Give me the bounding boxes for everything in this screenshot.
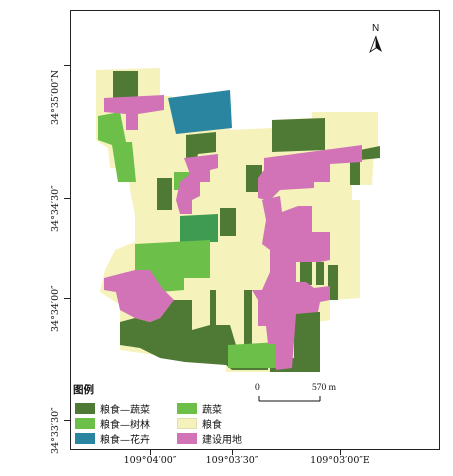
north-label: N bbox=[372, 23, 380, 34]
grain-vegetable-block bbox=[300, 262, 312, 285]
grain-vegetable-block bbox=[220, 208, 236, 236]
legend-swatch bbox=[75, 417, 95, 429]
grain-forest-block bbox=[180, 214, 218, 242]
grain-vegetable-block bbox=[328, 265, 338, 300]
construction-block bbox=[252, 196, 330, 370]
lat-tick bbox=[64, 65, 70, 66]
lat-tick bbox=[64, 420, 70, 421]
scale-bar-line bbox=[258, 396, 321, 402]
construction-block bbox=[176, 154, 218, 214]
lat-label: 34°34′00″ bbox=[50, 285, 61, 332]
scale-bar: 0 570 m bbox=[255, 383, 348, 409]
legend-label: 粮食—树林 bbox=[100, 419, 150, 431]
legend-swatch bbox=[177, 417, 197, 429]
legend-title: 图例 bbox=[73, 384, 94, 396]
grain-vegetable-block bbox=[272, 118, 325, 152]
lon-label: 109°03′00″E bbox=[310, 455, 370, 466]
lat-label: 34°33′30″ bbox=[50, 407, 61, 454]
lat-label: 34°35′00″N bbox=[50, 69, 61, 125]
north-arrow-icon bbox=[369, 35, 382, 54]
legend-swatch bbox=[75, 402, 95, 414]
legend-label: 粮食—花卉 bbox=[100, 434, 150, 446]
grain-vegetable-block bbox=[294, 312, 320, 372]
legend-swatch bbox=[177, 402, 197, 414]
lon-label: 109°04′00″ bbox=[123, 455, 177, 466]
grain-flower-block bbox=[168, 90, 232, 134]
grain-vegetable-block bbox=[113, 71, 138, 100]
grain-vegetable-block bbox=[186, 132, 216, 162]
grain-vegetable-block bbox=[316, 262, 324, 285]
lat-tick bbox=[64, 198, 70, 199]
legend: 图例 粮食—蔬菜 粮食—树林 粮食—花卉 蔬菜 粮食 建设用地 bbox=[73, 382, 283, 446]
lon-tick bbox=[340, 450, 341, 455]
grain-vegetable-block bbox=[360, 146, 380, 160]
lon-tick bbox=[232, 450, 233, 455]
legend-item: 粮食—花卉 bbox=[75, 432, 150, 446]
legend-item: 建设用地 bbox=[177, 432, 242, 446]
scale-start: 0 bbox=[255, 383, 260, 393]
legend-item: 粮食—树林 bbox=[75, 417, 150, 431]
legend-item: 蔬菜 bbox=[177, 402, 222, 416]
construction-block bbox=[104, 270, 174, 322]
vegetable-block bbox=[228, 342, 278, 368]
legend-label: 粮食 bbox=[202, 419, 222, 431]
grain-vegetable-block bbox=[350, 160, 360, 185]
legend-item: 粮食 bbox=[177, 417, 222, 431]
legend-label: 粮食—蔬菜 bbox=[100, 404, 150, 416]
vegetable-block bbox=[98, 112, 136, 182]
legend-swatch bbox=[75, 432, 95, 444]
lat-tick bbox=[64, 298, 70, 299]
lat-label: 34°34′30″ bbox=[50, 185, 61, 232]
construction-block bbox=[258, 145, 362, 200]
lon-label: 109°03′30″ bbox=[205, 455, 259, 466]
legend-item: 粮食—蔬菜 bbox=[75, 402, 150, 416]
legend-label: 蔬菜 bbox=[202, 404, 222, 416]
legend-label: 建设用地 bbox=[202, 434, 242, 446]
grain-vegetable-block bbox=[157, 178, 172, 210]
construction-block bbox=[104, 95, 164, 130]
legend-swatch bbox=[177, 432, 197, 444]
scale-end: 570 m bbox=[312, 383, 337, 393]
lon-tick bbox=[150, 450, 151, 455]
